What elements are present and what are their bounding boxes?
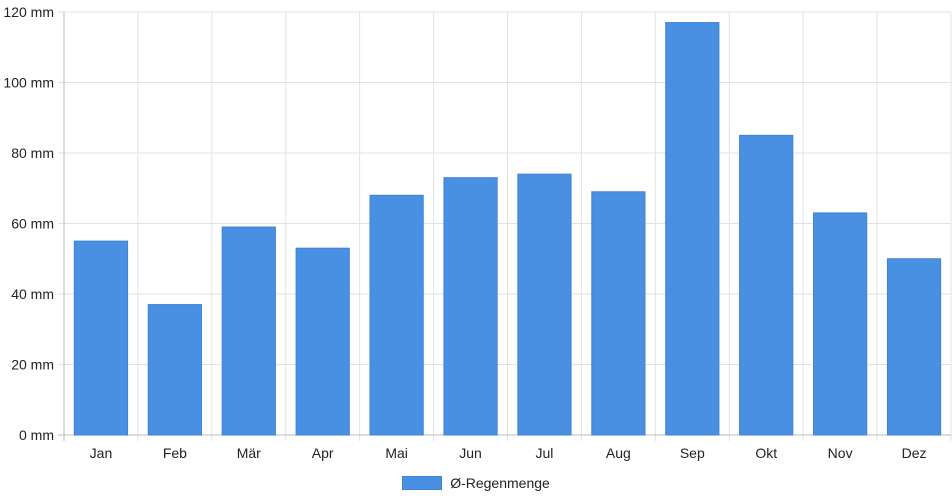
y-tick-label: 80 mm bbox=[11, 145, 54, 161]
x-tick-label: Mär bbox=[237, 445, 261, 461]
bar-okt[interactable] bbox=[739, 134, 794, 436]
bar-mär[interactable] bbox=[221, 226, 276, 436]
chart-legend: Ø-Regenmenge bbox=[0, 472, 952, 494]
y-tick-label: 20 mm bbox=[11, 357, 54, 373]
x-tick-label: Okt bbox=[755, 445, 777, 461]
bar-sep[interactable] bbox=[665, 22, 720, 436]
x-tick-label: Aug bbox=[606, 445, 631, 461]
y-tick-label: 40 mm bbox=[11, 286, 54, 302]
y-tick-label: 60 mm bbox=[11, 216, 54, 232]
bar-aug[interactable] bbox=[591, 191, 646, 436]
axis-layer bbox=[63, 12, 951, 436]
bar-dez[interactable] bbox=[886, 258, 942, 436]
x-tick-label: Sep bbox=[680, 445, 705, 461]
grid-layer bbox=[58, 11, 952, 441]
x-tick-label: Dez bbox=[902, 445, 927, 461]
x-tick-label: Nov bbox=[828, 445, 853, 461]
bar-mai[interactable] bbox=[369, 194, 424, 436]
label-layer: 0 mm 20 mm 40 mm 60 mm 80 mm 100 mm 120 mm Jan F… bbox=[3, 4, 926, 461]
x-tick-label: Feb bbox=[163, 445, 187, 461]
bar-jun[interactable] bbox=[443, 177, 498, 436]
x-tick-label: Apr bbox=[312, 445, 334, 461]
bar-layer bbox=[73, 22, 942, 436]
y-tick-label: 120 mm bbox=[3, 4, 54, 20]
bar-jan[interactable] bbox=[73, 240, 129, 436]
bar-feb[interactable] bbox=[147, 304, 202, 436]
y-tick-label: 100 mm bbox=[3, 75, 54, 91]
x-tick-label: Jul bbox=[536, 445, 554, 461]
legend-label[interactable]: Ø-Regenmenge bbox=[450, 475, 550, 491]
x-tick-label: Jan bbox=[90, 445, 113, 461]
y-tick-label: 0 mm bbox=[19, 427, 54, 443]
x-tick-label: Mai bbox=[385, 445, 408, 461]
legend-swatch[interactable] bbox=[402, 476, 443, 490]
bar-jul[interactable] bbox=[517, 173, 572, 436]
x-tick-label: Jun bbox=[459, 445, 482, 461]
bar-nov[interactable] bbox=[813, 212, 868, 436]
bar-apr[interactable] bbox=[295, 247, 350, 436]
